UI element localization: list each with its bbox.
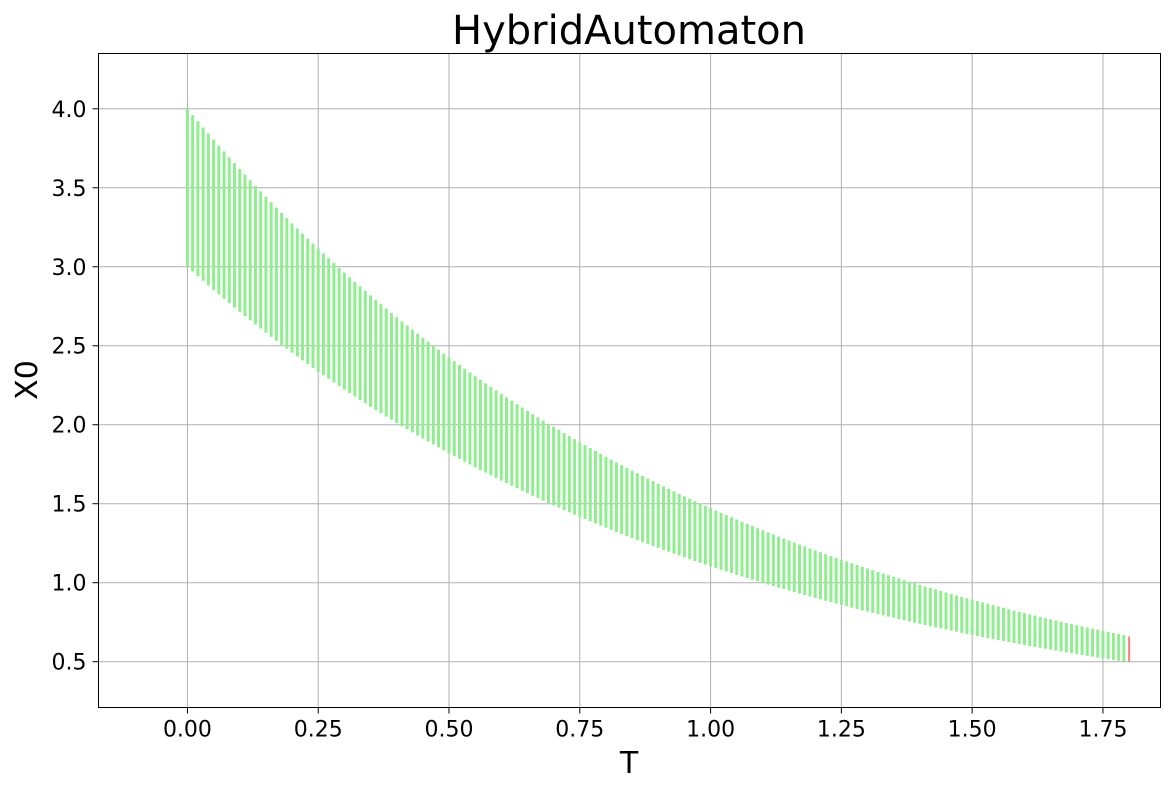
y-tick-label: 2.5: [52, 335, 87, 360]
x-tick-label: 1.50: [948, 718, 997, 743]
y-tick-label: 4.0: [52, 98, 87, 123]
plot-frame: [98, 53, 1161, 708]
y-tick-label: 1.5: [52, 493, 87, 518]
x-tick-label: 1.25: [817, 718, 866, 743]
x-tick-label: 1.00: [686, 718, 735, 743]
y-ticks: 0.5 1.0 1.5 2.0 2.5 3.0 3.5 4.0: [52, 98, 99, 676]
x-tick-label: 0.50: [425, 718, 474, 743]
y-tick-label: 0.5: [52, 651, 87, 676]
y-axis-label: X0: [10, 360, 45, 400]
x-tick-label: 0.75: [555, 718, 604, 743]
x-axis-label: T: [619, 746, 639, 781]
y-tick-label: 1.0: [52, 572, 87, 597]
y-grid-lines: [98, 108, 1161, 663]
y-tick-label: 3.5: [52, 177, 87, 202]
interval-bars: [185, 108, 1131, 662]
y-tick-label: 2.0: [52, 414, 87, 439]
chart-title: HybridAutomaton: [452, 8, 806, 54]
x-tick-label: 0.00: [163, 718, 212, 743]
x-tick-label: 0.25: [294, 718, 343, 743]
x-tick-label: 1.75: [1078, 718, 1127, 743]
y-tick-label: 3.0: [52, 256, 87, 281]
x-ticks: 0.00 0.25 0.50 0.75 1.00 1.25 1.50 1.75: [163, 707, 1127, 743]
